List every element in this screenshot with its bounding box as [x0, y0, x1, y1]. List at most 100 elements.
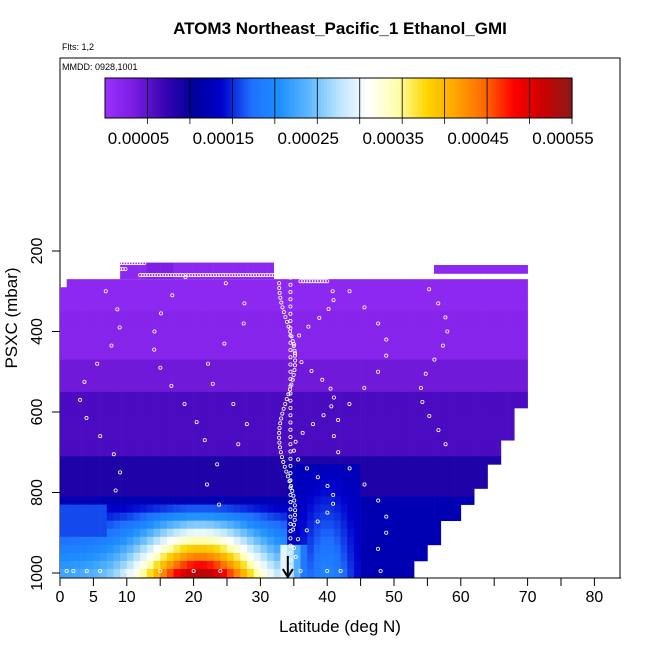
- track-point: [420, 273, 425, 278]
- heat-cell: [287, 544, 295, 554]
- track-point: [277, 281, 282, 286]
- track-point: [396, 269, 401, 274]
- heat-cell: [113, 528, 121, 538]
- heat-cell: [353, 488, 361, 497]
- heat-cell: [367, 287, 375, 296]
- colorbar-cell: [341, 78, 345, 118]
- heat-cell: [307, 295, 315, 304]
- heat-cell: [60, 496, 67, 505]
- heat-cell: [146, 440, 154, 449]
- heat-cell: [260, 391, 268, 401]
- heat-cell: [327, 335, 335, 344]
- heat-cell: [140, 407, 148, 417]
- heat-cell: [166, 327, 174, 336]
- track-point: [164, 273, 169, 278]
- track-point: [83, 267, 88, 272]
- heat-cell: [440, 383, 448, 393]
- heat-cell: [500, 432, 508, 441]
- track-point: [178, 273, 183, 278]
- track-point: [277, 445, 282, 450]
- heat-cell: [60, 327, 67, 336]
- heat-cell: [233, 416, 241, 425]
- heat-cell: [434, 480, 442, 489]
- track-point: [215, 273, 220, 278]
- colorbar-cell: [172, 78, 176, 118]
- heat-cell: [394, 335, 401, 344]
- x-tick-label: 70: [519, 589, 537, 606]
- heat-cell: [220, 319, 228, 328]
- heat-cell: [247, 512, 255, 522]
- heat-cell: [93, 440, 101, 449]
- heat-cell: [454, 359, 462, 369]
- heat-cell: [166, 375, 174, 385]
- heat-cell: [213, 488, 221, 497]
- heat-cell: [447, 335, 455, 344]
- heat-cell: [340, 464, 348, 473]
- heat-cell: [414, 367, 422, 377]
- heat-cell: [120, 424, 128, 433]
- heat-cell: [367, 440, 375, 449]
- heat-cell: [313, 359, 321, 369]
- heat-cell: [180, 311, 188, 320]
- heat-cell: [347, 367, 355, 377]
- heat-cell: [293, 416, 301, 425]
- heat-cell: [133, 262, 141, 272]
- heat-cell: [93, 448, 101, 457]
- heat-cell: [146, 375, 154, 385]
- heat-cell: [414, 295, 422, 304]
- heat-cell: [173, 399, 181, 409]
- heat-cell: [66, 472, 74, 481]
- heat-cell: [480, 351, 488, 361]
- heat-cell: [520, 359, 528, 369]
- heat-cell: [86, 544, 94, 554]
- heat-cell: [133, 295, 141, 304]
- track-point: [167, 273, 172, 278]
- heat-cell: [313, 311, 321, 320]
- heat-cell: [454, 335, 462, 344]
- track-point: [156, 273, 161, 278]
- heat-cell: [494, 367, 502, 377]
- heat-cell: [86, 335, 94, 344]
- heat-cell: [407, 560, 415, 570]
- heat-cell: [100, 311, 108, 320]
- heat-cell: [93, 560, 101, 570]
- heat-cell: [200, 375, 208, 385]
- track-point: [331, 492, 336, 497]
- heat-cell: [333, 440, 341, 449]
- heat-cell: [434, 399, 442, 409]
- heat-cell: [280, 351, 288, 361]
- heat-cell: [400, 552, 408, 562]
- heat-cell: [394, 407, 401, 417]
- heat-cell: [193, 279, 201, 288]
- track-point: [243, 248, 248, 253]
- heat-cell: [220, 528, 228, 538]
- heat-cell: [133, 432, 141, 441]
- heat-cell: [347, 496, 355, 505]
- heat-cell: [507, 311, 515, 320]
- heat-cell: [220, 496, 228, 505]
- heat-cell: [73, 359, 81, 369]
- heat-cell: [253, 295, 261, 304]
- heat-cell: [106, 351, 114, 361]
- heat-cell: [233, 279, 241, 288]
- heat-cell: [487, 287, 495, 296]
- heat-cell: [474, 432, 482, 441]
- heat-cell: [407, 464, 415, 473]
- track-point: [288, 485, 293, 490]
- heat-cell: [454, 375, 462, 385]
- heat-cell: [233, 536, 241, 546]
- heat-cell: [200, 383, 208, 393]
- heat-cell: [387, 432, 395, 441]
- heat-cell: [313, 367, 321, 377]
- heat-cell: [80, 480, 88, 489]
- heat-cell: [460, 424, 468, 433]
- heat-cell: [206, 399, 214, 409]
- colorbar-cell: [110, 78, 115, 118]
- heat-cell: [380, 399, 388, 409]
- heat-cell: [467, 359, 475, 369]
- heat-cell: [133, 536, 141, 546]
- track-point: [384, 337, 389, 342]
- track-point: [375, 546, 380, 551]
- heat-cell: [247, 416, 255, 425]
- track-point: [347, 466, 352, 471]
